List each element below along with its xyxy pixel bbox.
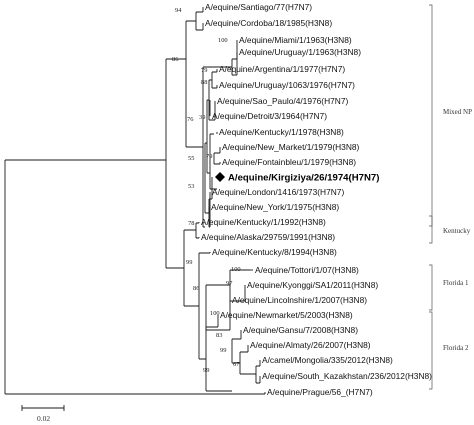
bootstrap-value: 99 — [186, 259, 192, 266]
diamond-icon — [215, 172, 225, 182]
bootstrap-value: 79 — [201, 67, 207, 74]
branch-ingroup — [165, 58, 186, 269]
taxon-label: A/equine/Kentucky/8/1994(H3N8) — [212, 247, 337, 257]
bootstrap-value: 100 — [210, 310, 220, 317]
clade-label: Florida 1 — [443, 279, 469, 287]
bootstrap-value: 99 — [220, 347, 226, 354]
branch-santiago-cordoba — [195, 11, 203, 31]
clade-bracket — [429, 264, 433, 311]
branch-kentucky78-group — [209, 133, 217, 190]
bootstrap-value: 76 — [187, 116, 193, 123]
branch-1977-group — [208, 79, 215, 121]
branch-florida — [198, 252, 210, 360]
bootstrap-value: 88 — [201, 79, 207, 86]
taxon-label: A/equine/Gansu/7/2008(H3N8) — [243, 325, 358, 335]
bootstrap-value: 39 — [199, 114, 205, 121]
branch-argentina-uruguay — [211, 71, 217, 89]
branch-newmarket-fontainbleu — [213, 152, 220, 165]
clade-bracket — [429, 311, 433, 390]
bootstrap-value: 86 — [172, 56, 178, 63]
bootstrap-value: 55 — [188, 155, 194, 162]
taxon-label: A/equine/Lincolnshire/1/2007(H3N8) — [232, 295, 367, 305]
branch-gansu-group — [231, 338, 241, 364]
branch-florida2 — [205, 326, 232, 392]
taxon-label: A/equine/Uruguay/1063/1976(H7N7) — [219, 80, 355, 90]
taxon-label: A/equine/Prague/56_(H7N7) — [267, 387, 373, 397]
taxon-label: A/equine/Uruguay/1/1963(H3N8) — [239, 47, 361, 57]
bootstrap-value: 97 — [226, 280, 233, 287]
scale-bar-label: 0.02 — [37, 414, 50, 423]
taxon-label: A/equine/Sao_Paulo/4/1976(H7N7) — [217, 96, 349, 106]
taxon-label: A/equine/Kyonggi/SA1/2011(H3N8) — [247, 280, 378, 290]
bootstrap-value: 67 — [233, 361, 240, 368]
branch-upper — [185, 20, 203, 148]
branch-tottori-kyonggi — [229, 269, 250, 302]
taxon-label: A/equine/Newmarket/5/2003(H3N8) — [220, 310, 353, 320]
taxon-label: A/equine/Detroit/3/1964(H7N7) — [212, 111, 327, 121]
taxon-label: A/equine/Miami/1/1963(H3N8) — [239, 35, 352, 45]
branch-lower — [183, 229, 199, 307]
branch-florida1 — [205, 284, 230, 331]
bootstrap-value: 100 — [218, 37, 228, 44]
taxon-label: A/equine/Tottori/1/07(H3N8) — [255, 265, 359, 275]
taxon-label: A/equine/South_Kazakhstan/236/2012(H3N8) — [262, 371, 432, 381]
taxon-label: A/equine/Kentucky/1/1978(H3N8) — [219, 127, 344, 137]
bootstrap-value: 83 — [216, 332, 222, 339]
taxon-label: A/equine/New_York/1/1975(H3N8) — [211, 202, 339, 212]
branch-kentucky — [195, 222, 199, 239]
clade-bracket — [429, 215, 433, 244]
clade-bracket — [429, 4, 433, 227]
taxon-label-highlighted: A/equine/Kirgiziya/26/1974(H7N7) — [228, 173, 379, 184]
clade-label: Florida 2 — [443, 344, 469, 352]
taxon-label: A/equine/Fontainbleu/1/1979(H3N8) — [222, 157, 356, 167]
branch-mixed-np — [202, 66, 232, 228]
branch-miami-uruguay — [231, 58, 237, 76]
bootstrap-value: 79 — [206, 153, 212, 160]
bootstrap-value: 100 — [231, 266, 241, 273]
taxon-label: A/equine/Alaska/29759/1991(H3N8) — [201, 232, 335, 242]
taxon-label: A/equine/Santiago/77(H7N7) — [205, 2, 312, 12]
bootstrap-value: 94 — [175, 7, 182, 14]
branch-camel-kz — [255, 365, 260, 384]
taxon-label: A/camel/Mongolia/335/2012(H3N8) — [262, 355, 393, 365]
taxon-label: A/equine/Argentina/1/1977(H7N7) — [219, 64, 345, 74]
scale-bar — [21, 405, 65, 411]
bootstrap-value: 78 — [188, 220, 194, 227]
branch-camel-group — [239, 351, 256, 375]
clade-label: Kentucky — [443, 227, 471, 235]
branch-root — [4, 159, 265, 395]
clade-label: Mixed NP — [443, 108, 472, 116]
bootstrap-value: 86 — [193, 285, 199, 292]
bootstrap-value: 99 — [203, 367, 209, 374]
taxon-label: A/equine/Cordoba/18/1985(H3N8) — [205, 18, 332, 28]
bootstrap-value: 53 — [188, 183, 194, 190]
taxon-label: A/equine/Kentucky/1/1992(H3N8) — [201, 217, 326, 227]
taxon-label: A/equine/London/1416/1973(H7N7) — [212, 187, 344, 197]
taxon-label: A/equine/Almaty/26/2007(H3N8) — [250, 340, 371, 350]
taxon-label: A/equine/New_Market/1/1979(H3N8) — [222, 142, 360, 152]
